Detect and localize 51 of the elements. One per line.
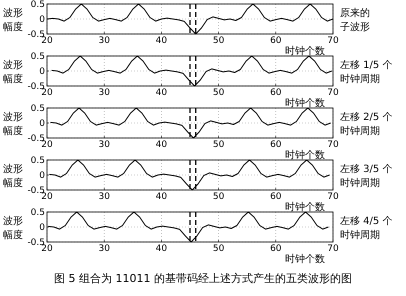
x-tick-label: 30 bbox=[98, 36, 110, 46]
x-axis-title: 时钟个数 bbox=[285, 201, 325, 213]
y-tick-label: 0 bbox=[39, 223, 46, 233]
text: 左移 3/5 个时钟周期 bbox=[340, 163, 392, 189]
x-tick-label: 60 bbox=[270, 36, 282, 46]
x-tick-label: 50 bbox=[212, 88, 225, 98]
x-tick-label: 40 bbox=[156, 140, 168, 150]
y-tick-label: 0.5 bbox=[30, 0, 45, 10]
x-axis-title: 时钟个数 bbox=[285, 149, 325, 161]
x-tick-label: 40 bbox=[156, 88, 168, 98]
y-tick-label: 0 bbox=[39, 15, 46, 25]
x-tick-label: 30 bbox=[98, 88, 110, 98]
x-tick-label: 60 bbox=[270, 88, 282, 98]
y-tick-label: 0 bbox=[39, 67, 46, 77]
y-tick-label: 0.5 bbox=[30, 52, 45, 62]
x-tick-label: 70 bbox=[327, 88, 339, 98]
y-tick-label: 0.5 bbox=[30, 208, 45, 218]
y-tick-label: 0 bbox=[39, 119, 46, 129]
y-tick-label: 0.5 bbox=[30, 156, 45, 166]
x-tick-label: 60 bbox=[270, 140, 282, 150]
caption: 图 5 组合为 11011 的基带码经上述方式产生的五类波形的图 bbox=[54, 272, 352, 285]
x-tick-label: 30 bbox=[98, 192, 110, 202]
x-tick-label: 70 bbox=[327, 192, 339, 202]
y-axis-title: 波形幅度 bbox=[3, 7, 23, 33]
x-tick-label: 60 bbox=[270, 244, 282, 254]
x-tick-label: 70 bbox=[327, 36, 339, 46]
x-tick-label: 40 bbox=[156, 192, 168, 202]
x-tick-label: 50 bbox=[212, 192, 225, 202]
y-tick-label: 0.5 bbox=[30, 104, 45, 114]
y-axis-title: 波形幅度 bbox=[3, 59, 23, 85]
x-tick-label: 40 bbox=[156, 244, 168, 254]
text: 左移 1/5 个时钟周期 bbox=[340, 59, 392, 85]
x-tick-label: 40 bbox=[156, 36, 168, 46]
text: 左移 4/5 个时钟周期 bbox=[340, 215, 392, 241]
text: 原来的子波形 bbox=[340, 7, 370, 33]
x-axis-title: 时钟个数 bbox=[285, 97, 325, 109]
x-tick-label: 50 bbox=[212, 244, 225, 254]
y-tick-label: 0 bbox=[39, 171, 46, 181]
y-axis-title: 波形幅度 bbox=[3, 111, 23, 137]
x-tick-label: 60 bbox=[270, 192, 282, 202]
x-axis-title: 时钟个数 bbox=[285, 253, 325, 265]
x-tick-label: 70 bbox=[327, 140, 339, 150]
y-axis-title: 波形幅度 bbox=[3, 215, 23, 241]
x-tick-label: 50 bbox=[212, 36, 225, 46]
text: 左移 2/5 个时钟周期 bbox=[340, 111, 392, 137]
x-tick-label: 70 bbox=[327, 244, 339, 254]
x-tick-label: 30 bbox=[98, 244, 110, 254]
x-axis-title: 时钟个数 bbox=[285, 45, 325, 57]
y-axis-title: 波形幅度 bbox=[3, 163, 23, 189]
x-tick-label: 30 bbox=[98, 140, 110, 150]
x-tick-label: 50 bbox=[212, 140, 225, 150]
